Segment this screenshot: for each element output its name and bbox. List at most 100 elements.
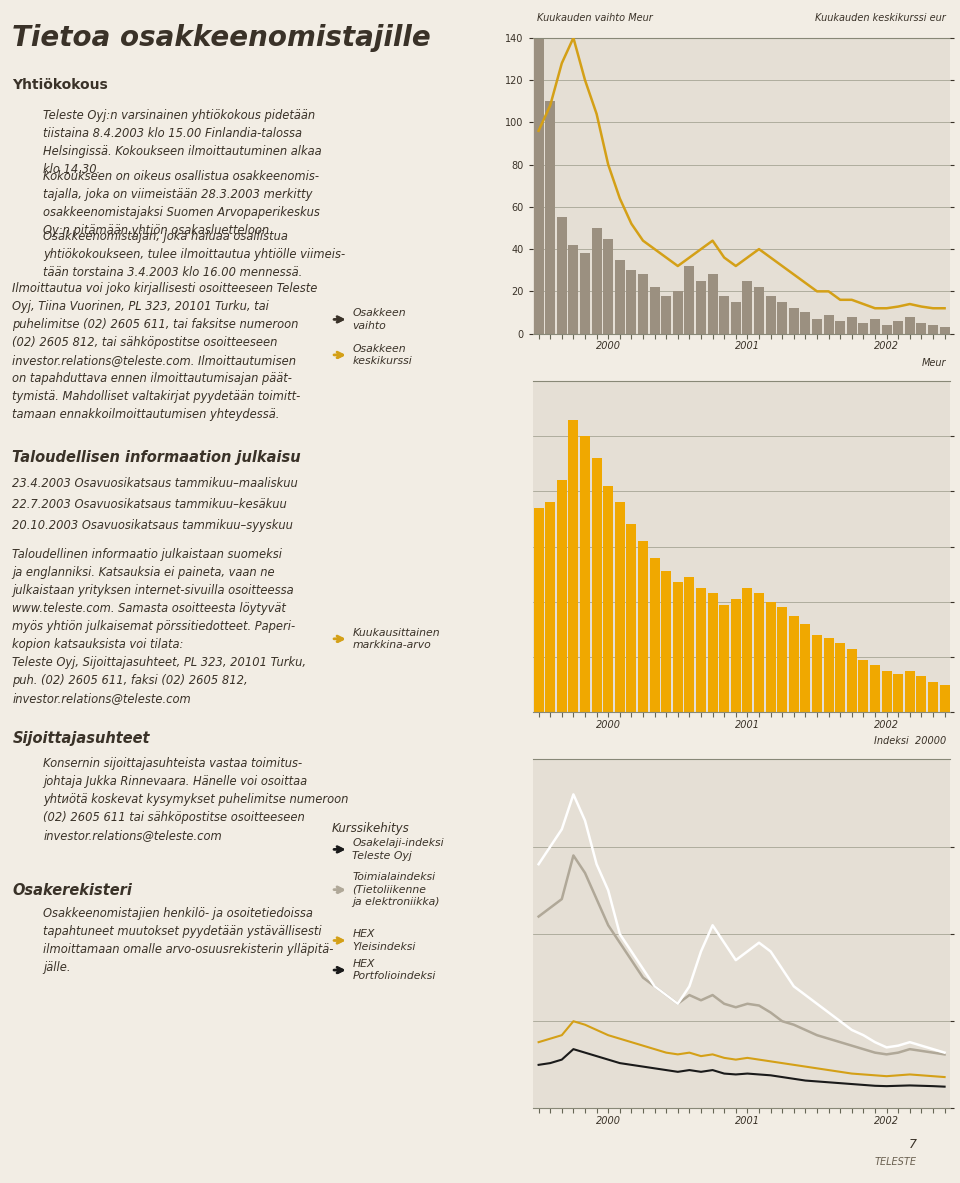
Text: Kokoukseen on oikeus osallistua osakkeenomis-
tajalla, joka on viimeistään 28.3.: Kokoukseen on oikeus osallistua osakkeen… <box>43 170 320 238</box>
Text: HEX
Portfolioindeksi: HEX Portfolioindeksi <box>352 959 436 981</box>
Bar <box>696 280 706 334</box>
Text: Ilmoittautua voi joko kirjallisesti osoitteeseen Teleste
Oyj, Tiina Vuorinen, PL: Ilmoittautua voi joko kirjallisesti osoi… <box>12 282 318 420</box>
Bar <box>917 677 926 712</box>
Bar <box>627 524 636 712</box>
Bar <box>824 638 833 712</box>
Bar <box>858 323 869 334</box>
Bar <box>661 296 671 334</box>
Bar <box>650 287 660 334</box>
Bar <box>893 321 903 334</box>
Text: Yhtiökokous: Yhtiökokous <box>12 78 108 92</box>
Bar <box>812 635 822 712</box>
Text: Kuukauden keskikurssi eur: Kuukauden keskikurssi eur <box>815 13 947 22</box>
Text: Osakkeen
keskikurssi: Osakkeen keskikurssi <box>352 344 412 366</box>
Bar <box>940 328 949 334</box>
Bar <box>603 239 613 334</box>
Bar <box>580 253 590 334</box>
Bar <box>650 557 660 712</box>
Bar <box>905 317 915 334</box>
Bar <box>940 685 949 712</box>
Bar <box>858 660 869 712</box>
Text: Konsernin sijoittajasuhteista vastaa toimitus-
johtaja Jukka Rinnevaara. Hänelle: Konsernin sijoittajasuhteista vastaa toi… <box>43 757 348 842</box>
Bar <box>661 571 671 712</box>
Bar <box>731 599 741 712</box>
Bar <box>591 228 602 334</box>
Bar <box>847 648 856 712</box>
Text: HEX
Yleisindeksi: HEX Yleisindeksi <box>352 930 416 951</box>
Bar <box>545 503 555 712</box>
Bar <box>778 607 787 712</box>
Text: 22.7.2003 Osavuosikatsaus tammikuu–kesäkuu: 22.7.2003 Osavuosikatsaus tammikuu–kesäk… <box>12 498 287 511</box>
Bar <box>835 321 845 334</box>
Bar <box>557 218 566 334</box>
Bar <box>789 615 799 712</box>
Bar <box>534 508 543 712</box>
Bar <box>545 102 555 334</box>
Text: Kuukausittainen
markkina-arvo: Kuukausittainen markkina-arvo <box>352 628 440 649</box>
Bar <box>534 38 543 334</box>
Text: Osakkeenomistajien henkilö- ja osoitetiedoissa
tapahtuneet muutokset pyydetään y: Osakkeenomistajien henkilö- ja osoitetie… <box>43 907 333 975</box>
Text: Indeksi  20000: Indeksi 20000 <box>874 736 947 745</box>
Text: Taloudellisen informaation julkaisu: Taloudellisen informaation julkaisu <box>12 450 301 465</box>
Bar <box>754 287 764 334</box>
Bar <box>684 266 694 334</box>
Text: 23.4.2003 Osavuosikatsaus tammikuu–maaliskuu: 23.4.2003 Osavuosikatsaus tammikuu–maali… <box>12 477 299 490</box>
Text: Osakerekisteri: Osakerekisteri <box>12 883 132 898</box>
Bar <box>754 594 764 712</box>
Bar <box>905 671 915 712</box>
Bar <box>766 296 776 334</box>
Bar <box>893 673 903 712</box>
Text: Osakkeen
vaihto: Osakkeen vaihto <box>352 309 406 330</box>
Text: Toimialaindeksi
(Tietoliikenne
ja elektroniikka): Toimialaindeksi (Tietoliikenne ja elektr… <box>352 872 440 907</box>
Bar <box>603 486 613 712</box>
Bar <box>568 245 578 334</box>
Bar <box>928 325 938 334</box>
Bar <box>812 319 822 334</box>
Text: Tietoa osakkeenomistajille: Tietoa osakkeenomistajille <box>12 24 431 52</box>
Bar <box>824 315 833 334</box>
Bar <box>870 319 880 334</box>
Bar <box>881 671 892 712</box>
Text: Kurssikehitys: Kurssikehitys <box>331 822 409 835</box>
Bar <box>719 296 730 334</box>
Text: Taloudellinen informaatio julkaistaan suomeksi
ja englanniksi. Katsauksia ei pai: Taloudellinen informaatio julkaistaan su… <box>12 548 306 705</box>
Bar <box>917 323 926 334</box>
Bar <box>801 312 810 334</box>
Text: Teleste Oyj:n varsinainen yhtiökokous pidetään
tiistaina 8.4.2003 klo 15.00 Finl: Teleste Oyj:n varsinainen yhtiökokous pi… <box>43 109 322 176</box>
Bar <box>881 325 892 334</box>
Bar <box>835 644 845 712</box>
Bar <box>591 458 602 712</box>
Bar <box>638 274 648 334</box>
Text: 7: 7 <box>909 1138 917 1151</box>
Text: Osakkeenomistajan, joka haluaa osallistua
yhtiökokoukseen, tulee ilmoittautua yh: Osakkeenomistajan, joka haluaa osallistu… <box>43 230 346 278</box>
Bar <box>928 681 938 712</box>
Bar <box>568 420 578 712</box>
Text: Osakelaji-indeksi
Teleste Oyj: Osakelaji-indeksi Teleste Oyj <box>352 839 444 860</box>
Bar <box>684 577 694 712</box>
Text: 20.10.2003 Osavuosikatsaus tammikuu–syyskuu: 20.10.2003 Osavuosikatsaus tammikuu–syys… <box>12 519 294 532</box>
Text: TELESTE: TELESTE <box>875 1157 917 1166</box>
Bar <box>742 280 753 334</box>
Bar <box>870 665 880 712</box>
Bar <box>580 437 590 712</box>
Bar <box>627 270 636 334</box>
Bar <box>731 302 741 334</box>
Bar <box>719 605 730 712</box>
Bar <box>847 317 856 334</box>
Bar <box>789 309 799 334</box>
Bar <box>801 623 810 712</box>
Bar <box>708 594 717 712</box>
Bar <box>673 291 683 334</box>
Bar <box>614 260 625 334</box>
Bar <box>708 274 717 334</box>
Text: Kuukauden vaihto Meur: Kuukauden vaihto Meur <box>537 13 653 22</box>
Bar <box>742 588 753 712</box>
Bar <box>557 480 566 712</box>
Bar <box>778 302 787 334</box>
Bar <box>766 602 776 712</box>
Bar <box>614 503 625 712</box>
Text: Meur: Meur <box>922 357 947 368</box>
Text: Sijoittajasuhteet: Sijoittajasuhteet <box>12 731 150 746</box>
Bar <box>673 582 683 712</box>
Bar <box>638 541 648 712</box>
